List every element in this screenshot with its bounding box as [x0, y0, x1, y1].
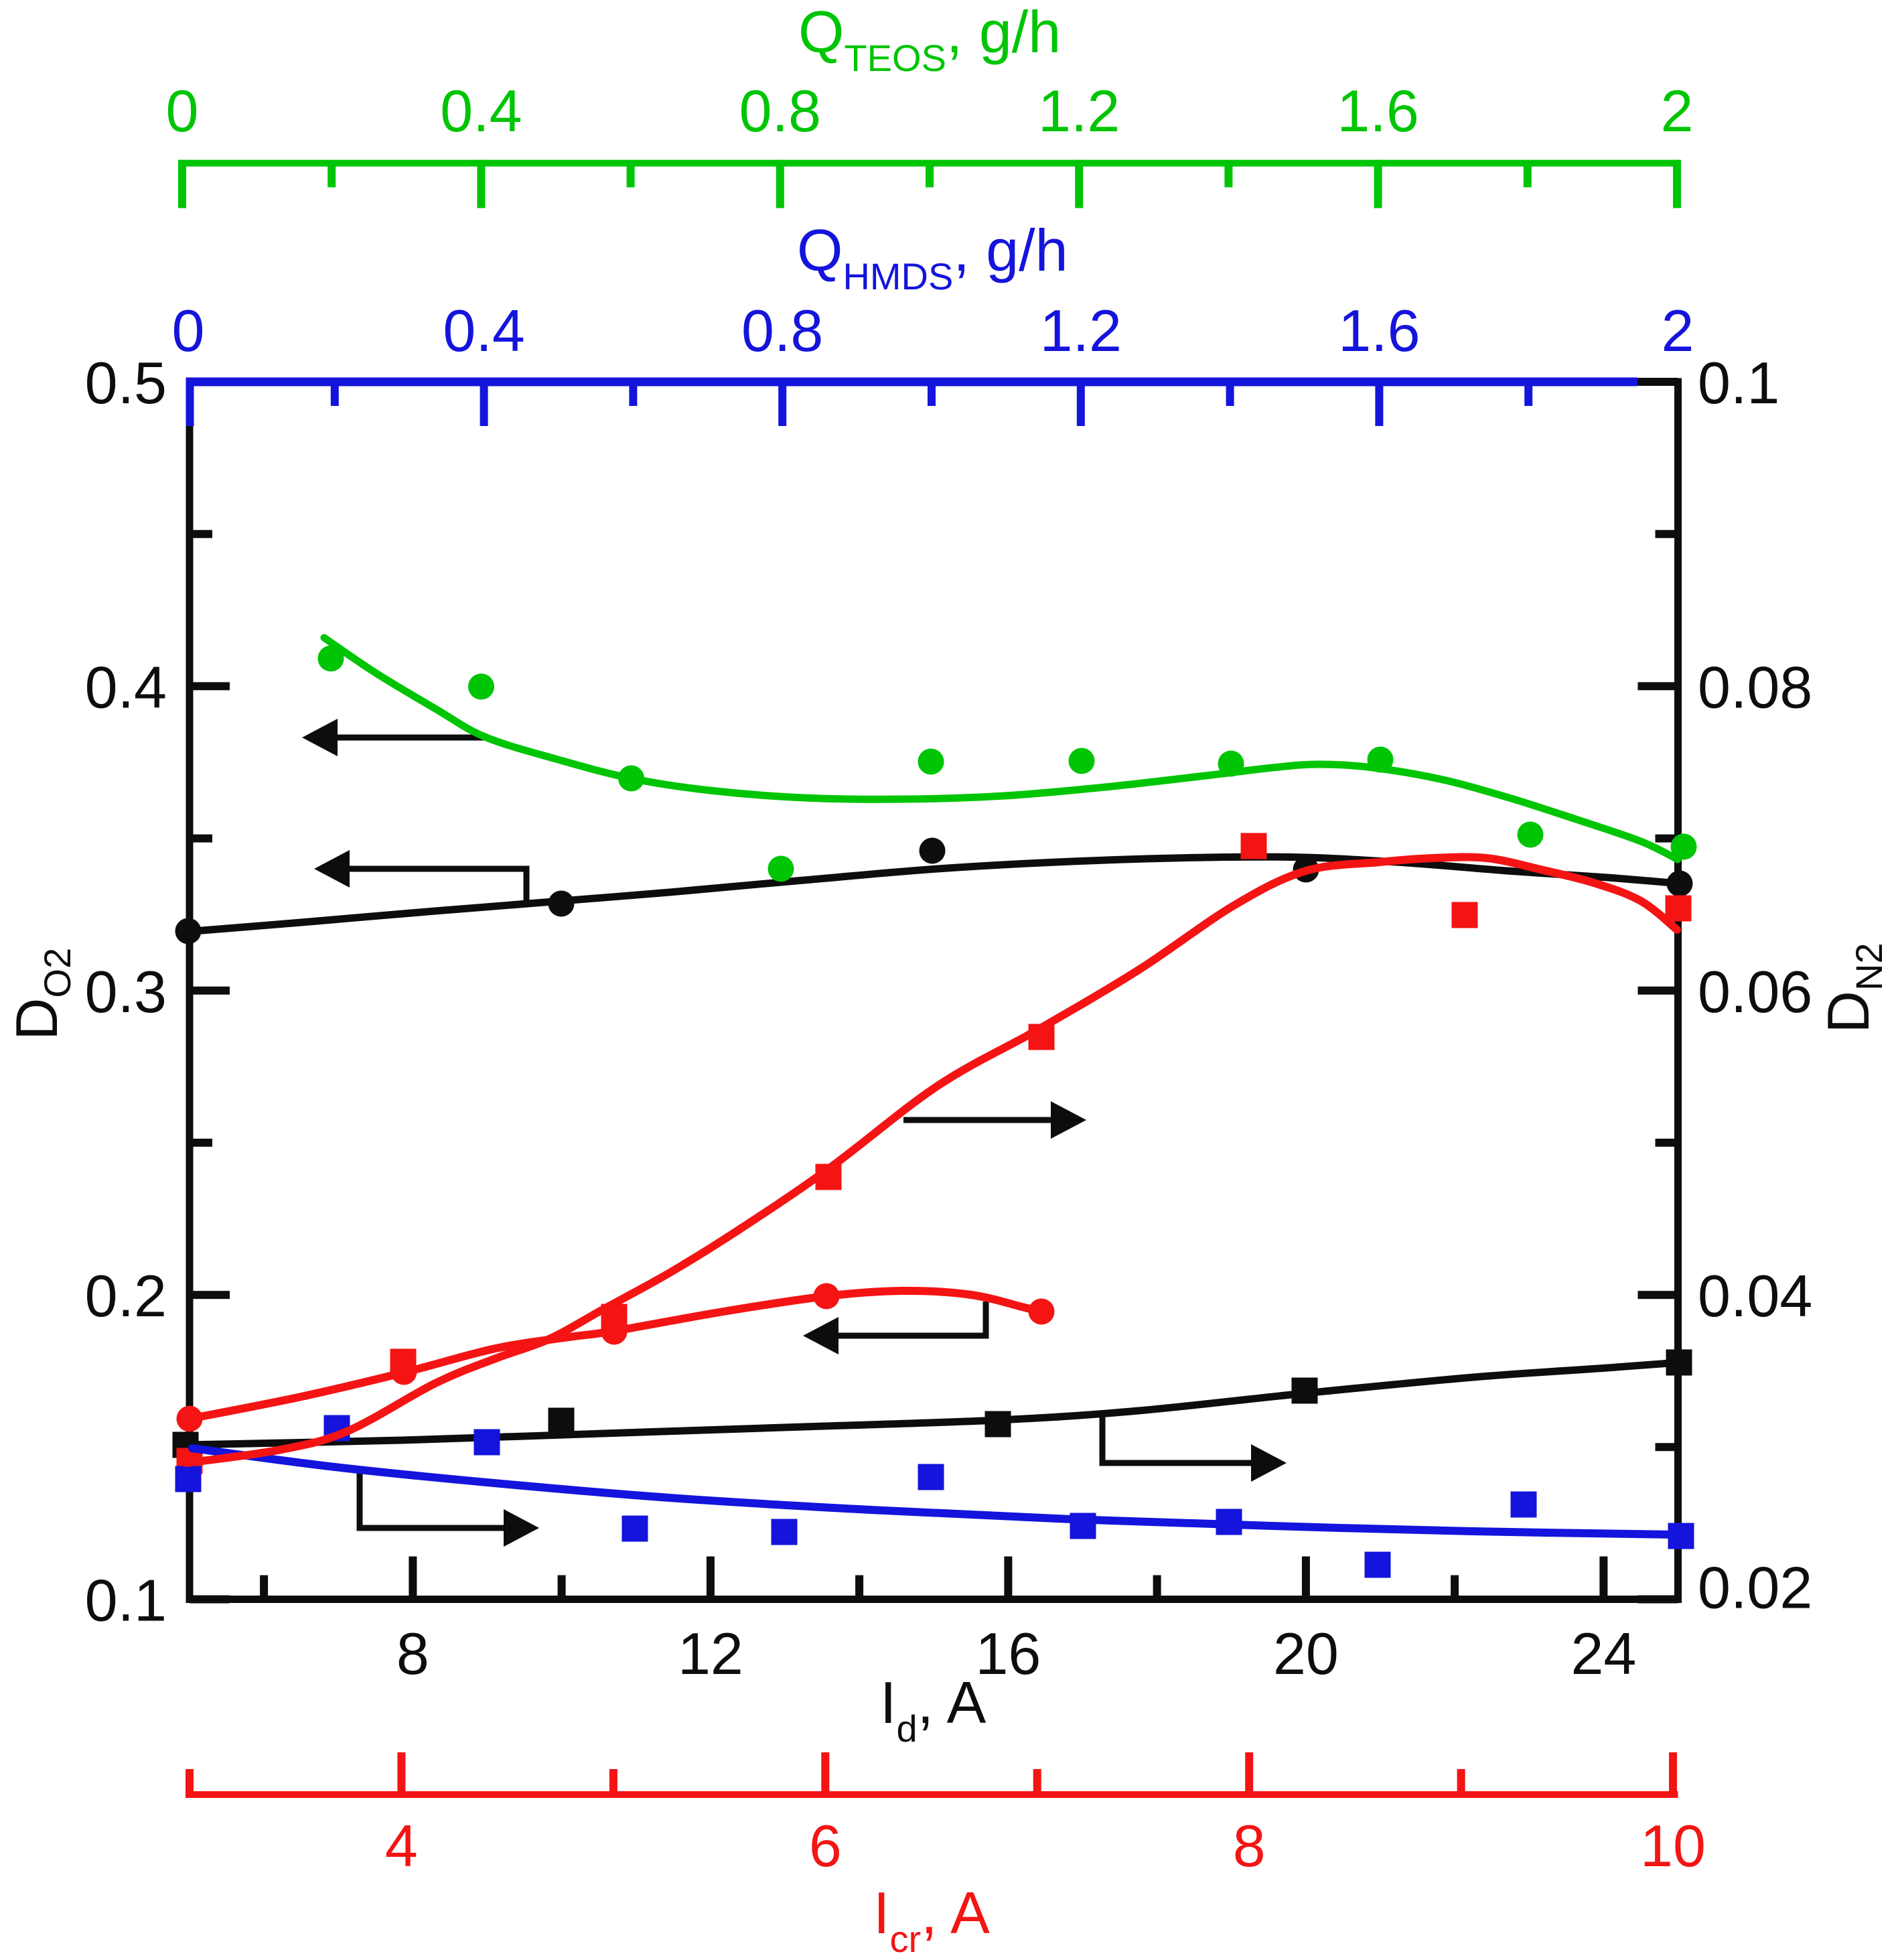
svg-text:10: 10: [1640, 1813, 1706, 1879]
svg-text:6: 6: [809, 1813, 842, 1879]
svg-text:0.06: 0.06: [1698, 959, 1812, 1025]
svg-text:0: 0: [166, 78, 199, 144]
svg-text:0.1: 0.1: [1698, 350, 1779, 416]
svg-text:0.02: 0.02: [1698, 1555, 1812, 1621]
svg-text:1.2: 1.2: [1040, 297, 1122, 364]
svg-text:0.3: 0.3: [85, 959, 167, 1025]
svg-text:16: 16: [975, 1620, 1041, 1687]
svg-text:0.04: 0.04: [1698, 1263, 1812, 1329]
svg-text:0.4: 0.4: [443, 297, 524, 364]
svg-text:0: 0: [172, 297, 205, 364]
svg-text:0.5: 0.5: [85, 350, 167, 416]
svg-text:2: 2: [1662, 297, 1694, 364]
svg-text:24: 24: [1571, 1620, 1636, 1687]
svg-text:2: 2: [1661, 78, 1694, 144]
svg-text:8: 8: [1233, 1813, 1266, 1879]
svg-text:12: 12: [678, 1620, 743, 1687]
svg-text:20: 20: [1273, 1620, 1339, 1687]
svg-text:0.2: 0.2: [85, 1263, 167, 1329]
svg-text:1.2: 1.2: [1038, 78, 1120, 144]
svg-text:1.6: 1.6: [1337, 78, 1418, 144]
svg-text:0.4: 0.4: [440, 78, 522, 144]
svg-text:0.08: 0.08: [1698, 654, 1812, 720]
svg-text:0.8: 0.8: [739, 78, 821, 144]
svg-text:1.6: 1.6: [1338, 297, 1420, 364]
svg-text:0.8: 0.8: [741, 297, 823, 364]
svg-text:4: 4: [385, 1813, 418, 1879]
svg-text:0.1: 0.1: [85, 1567, 167, 1634]
svg-text:0.4: 0.4: [85, 654, 167, 720]
svg-text:8: 8: [396, 1620, 429, 1687]
